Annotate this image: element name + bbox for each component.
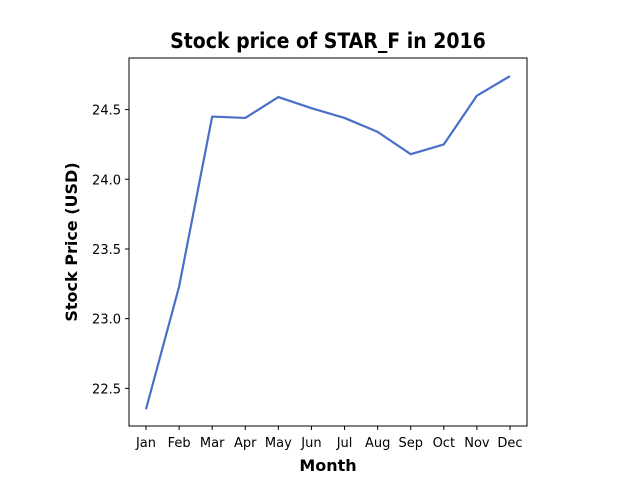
y-axis: 22.5 23.0 23.5 24.0 24.5	[92, 104, 129, 397]
plot-frame	[128, 57, 528, 427]
y-tick-label: 24.5	[92, 104, 121, 119]
x-tick-label: Feb	[168, 436, 191, 451]
y-axis-label: Stock Price (USD)	[62, 162, 81, 321]
x-tick-label: Dec	[497, 436, 522, 451]
chart-title: Stock price of STAR_F in 2016	[170, 29, 486, 53]
y-tick-label: 23.0	[92, 313, 121, 328]
x-tick-label: Jan	[135, 436, 156, 451]
x-tick-label: Nov	[464, 436, 490, 451]
x-tick-label: Mar	[200, 436, 225, 451]
x-tick-label: May	[265, 436, 292, 451]
x-tick-label: Jun	[300, 436, 321, 451]
x-tick-label: Oct	[433, 436, 455, 451]
x-tick-label: Aug	[365, 436, 390, 451]
x-axis: Jan Feb Mar Apr May Jun Jul Aug Sep Oct Nov Dec	[135, 426, 523, 451]
x-tick-label: Sep	[398, 436, 423, 451]
series-layer	[144, 75, 511, 410]
y-tick-label: 23.5	[92, 243, 121, 258]
x-tick-label: Apr	[234, 436, 257, 451]
y-tick-label: 24.0	[92, 173, 121, 188]
series-line	[144, 75, 511, 410]
y-tick-label: 22.5	[92, 382, 121, 397]
x-axis-label: Month	[299, 456, 356, 475]
x-tick-label: Jul	[336, 436, 353, 451]
